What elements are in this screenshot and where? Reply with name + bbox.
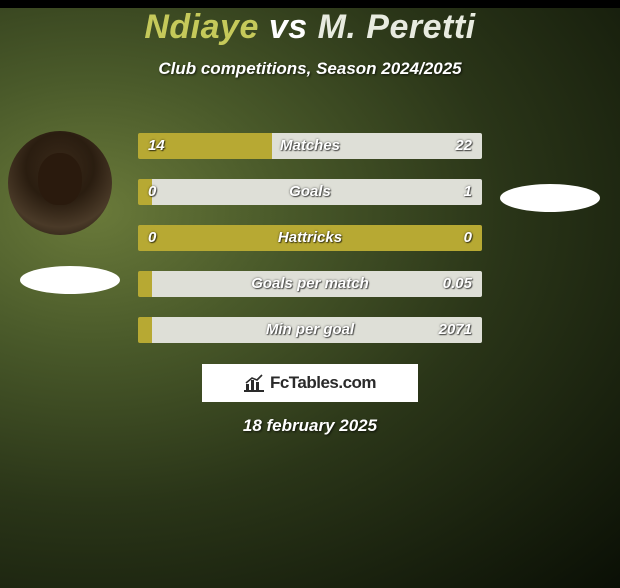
stat-label: Goals — [138, 179, 482, 205]
stat-label: Goals per match — [138, 271, 482, 297]
stat-label: Matches — [138, 133, 482, 159]
stat-label: Hattricks — [138, 225, 482, 251]
page-title: Ndiaye vs M. Peretti — [0, 8, 620, 47]
branding-badge: FcTables.com — [202, 364, 418, 402]
branding-chart-icon — [244, 374, 264, 392]
player1-avatar — [8, 131, 112, 235]
subtitle: Club competitions, Season 2024/2025 — [0, 59, 620, 79]
player1-flag — [20, 266, 120, 294]
title-player2: M. Peretti — [318, 8, 476, 46]
date-text: 18 february 2025 — [0, 416, 620, 436]
stat-row: 0.05Goals per match — [138, 271, 482, 297]
content-wrapper: Ndiaye vs M. Peretti Club competitions, … — [0, 8, 620, 79]
stat-row: 00Hattricks — [138, 225, 482, 251]
stat-row: 1422Matches — [138, 133, 482, 159]
stat-row: 2071Min per goal — [138, 317, 482, 343]
stat-label: Min per goal — [138, 317, 482, 343]
stat-bars-container: 1422Matches 01Goals 00Hattricks 0.05Goals p… — [138, 133, 482, 363]
title-vs: vs — [269, 8, 308, 46]
player2-flag — [500, 184, 600, 212]
player1-avatar-placeholder — [8, 131, 112, 235]
stat-row: 01Goals — [138, 179, 482, 205]
branding-text: FcTables.com — [270, 373, 376, 393]
title-player1: Ndiaye — [144, 8, 259, 46]
